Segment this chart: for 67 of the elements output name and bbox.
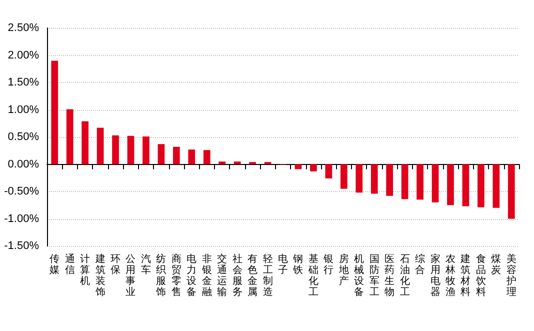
x-tick-label: 交通运输: [217, 253, 228, 298]
bar: [432, 164, 439, 202]
x-tick-label: 医药生物: [384, 254, 395, 298]
x-tick-label: 电子: [278, 253, 288, 276]
bar: [370, 164, 378, 194]
bar: [234, 162, 241, 164]
x-tick-label: 房地产: [338, 253, 349, 287]
x-tick-label: 轻工制造: [262, 253, 273, 298]
x-tick-label: 社会服务: [232, 253, 242, 298]
y-tick-label: -1.50%: [4, 240, 40, 252]
x-tick-label: 纺织服饰: [155, 253, 166, 298]
x-tick-label: 计算机: [80, 253, 90, 287]
bar: [310, 164, 317, 172]
x-tick-label: 农林牧渔: [444, 254, 456, 298]
x-tick-label: 建筑材料: [460, 253, 471, 298]
x-tick-label: 通信: [64, 253, 75, 276]
x-tick-label: 建筑装饰: [94, 253, 106, 298]
y-tick-label: 2.00%: [8, 49, 40, 62]
y-tick-label: 1.00%: [8, 104, 40, 116]
x-tick-label: 公用事业: [126, 253, 136, 298]
x-tick-label: 汽车: [140, 253, 151, 276]
x-tick-label: 银行: [322, 254, 334, 276]
bar: [96, 128, 104, 164]
bar: [218, 162, 226, 164]
x-tick-label: 传媒: [50, 254, 60, 276]
bar: [492, 164, 500, 208]
bar: [51, 60, 58, 164]
x-tick-label: 钢铁: [292, 254, 304, 276]
y-tick-label: 0.50%: [8, 131, 40, 143]
x-tick-label: 煤炭: [491, 253, 502, 276]
bar: [356, 164, 363, 193]
bar: [508, 164, 515, 219]
bar: [478, 164, 484, 208]
bar: [462, 164, 470, 206]
x-tick-label: 综合: [415, 253, 426, 276]
bar: [112, 135, 119, 164]
x-tick-label: 机械设备: [354, 253, 364, 298]
bar: [325, 164, 332, 178]
bar: [401, 164, 408, 200]
x-tick-label: 基础化工: [307, 253, 318, 298]
bar: [82, 121, 88, 164]
x-tick-label: 电力设备: [186, 253, 197, 298]
bar: [340, 164, 348, 189]
bar: [172, 146, 180, 164]
bar: [66, 109, 74, 164]
x-tick-label: 非银金融: [200, 253, 212, 298]
bar: [142, 136, 150, 164]
bar: [203, 150, 210, 164]
x-tick-label: 国防军工: [369, 254, 380, 298]
x-tick-label: 有色金属: [248, 253, 258, 298]
y-tick-label: -0.50%: [4, 186, 40, 198]
x-tick-label: 石油化工: [400, 254, 410, 298]
x-tick-label: 商贸零售: [171, 253, 182, 298]
bar: [416, 164, 424, 200]
bar: [386, 164, 394, 196]
x-tick-label: 环保: [110, 254, 121, 276]
x-tick-label: 家用电器: [430, 253, 440, 298]
y-tick-label: 0.00%: [8, 158, 40, 170]
bar: [188, 150, 196, 164]
y-tick-label: 2.50%: [8, 22, 40, 34]
x-tick-label: 美容护理: [505, 253, 516, 298]
y-tick-label: -1.00%: [4, 212, 40, 225]
y-tick-label: 1.50%: [8, 76, 40, 88]
bar: [127, 136, 134, 164]
bar: [158, 144, 165, 164]
bar: [447, 164, 454, 206]
x-tick-label: 食品饮料: [474, 253, 486, 298]
